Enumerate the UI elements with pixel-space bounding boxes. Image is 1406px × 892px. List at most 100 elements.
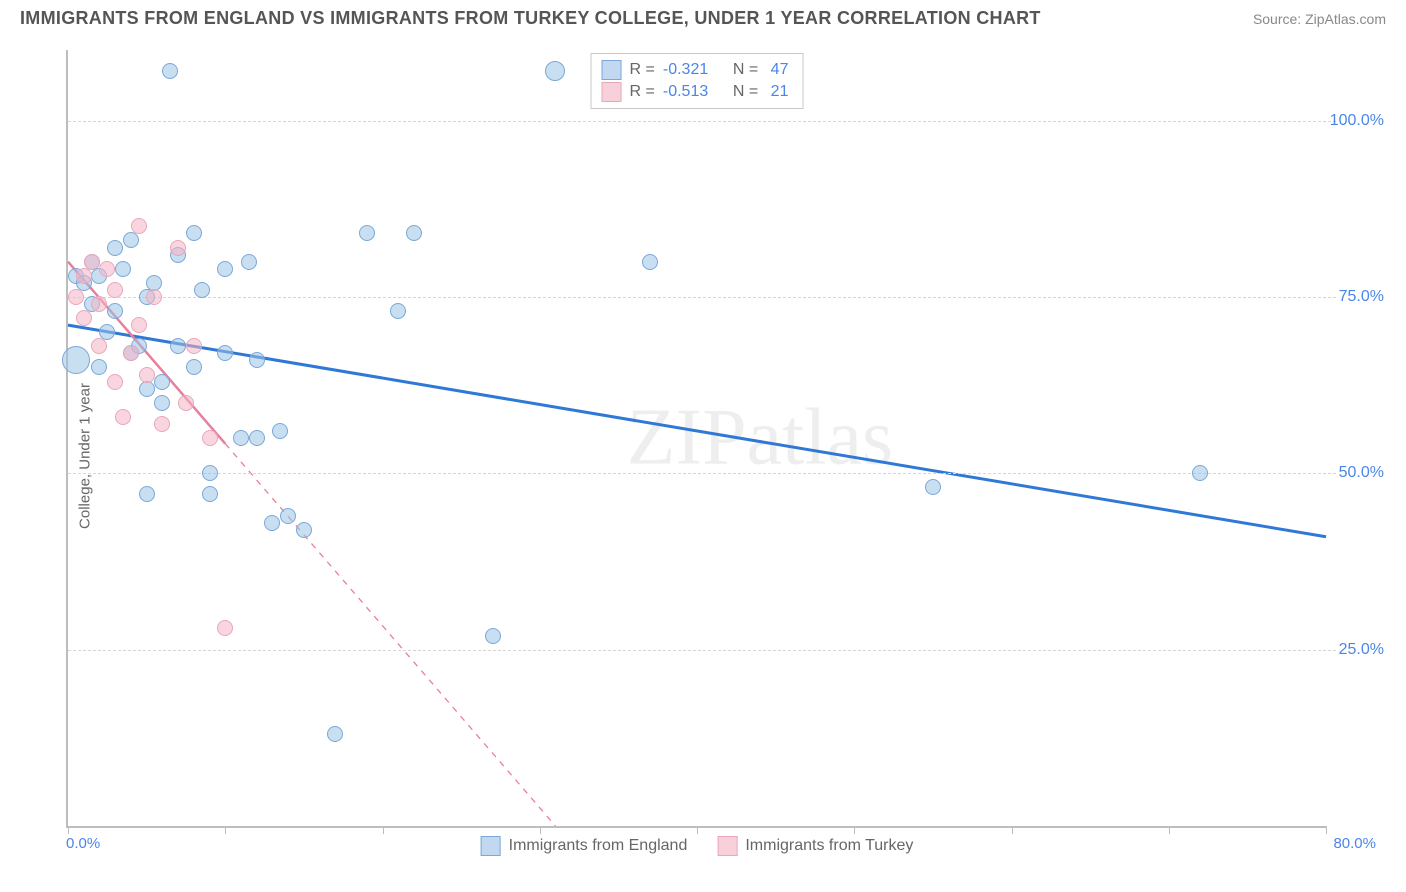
x-tick — [383, 826, 384, 834]
stat-r-label: R = — [630, 83, 655, 101]
scatter-point — [272, 423, 288, 439]
scatter-point — [186, 225, 202, 241]
correlation-stats-box: R =-0.321N = 47R =-0.513N = 21 — [591, 53, 804, 109]
scatter-point — [131, 218, 147, 234]
scatter-point — [249, 352, 265, 368]
chart-header: IMMIGRANTS FROM ENGLAND VS IMMIGRANTS FR… — [0, 0, 1406, 35]
gridline — [68, 650, 1336, 651]
series-legend: Immigrants from England Immigrants from T… — [481, 836, 914, 856]
stat-n-label: N = — [733, 83, 758, 101]
x-tick — [854, 826, 855, 834]
scatter-point — [62, 346, 90, 374]
stat-n-label: N = — [733, 61, 758, 79]
scatter-point — [162, 63, 178, 79]
source-attribution: Source: ZipAtlas.com — [1253, 11, 1386, 27]
scatter-point — [107, 240, 123, 256]
scatter-point — [359, 225, 375, 241]
gridline — [68, 473, 1336, 474]
x-tick-label: 0.0% — [66, 835, 100, 852]
scatter-point — [194, 282, 210, 298]
scatter-point — [642, 254, 658, 270]
scatter-point — [123, 345, 139, 361]
legend-item: Immigrants from England — [481, 836, 688, 856]
scatter-point — [170, 240, 186, 256]
scatter-point — [280, 508, 296, 524]
scatter-point — [249, 430, 265, 446]
scatter-point — [296, 522, 312, 538]
scatter-point — [146, 289, 162, 305]
y-tick-label: 75.0% — [1339, 288, 1384, 306]
scatter-point — [99, 261, 115, 277]
scatter-point — [485, 628, 501, 644]
scatter-point — [154, 374, 170, 390]
scatter-point — [107, 303, 123, 319]
y-tick-label: 25.0% — [1339, 641, 1384, 659]
scatter-point — [925, 479, 941, 495]
scatter-point — [76, 268, 92, 284]
watermark: ZIPatlas — [627, 393, 894, 484]
scatter-point — [545, 61, 565, 81]
scatter-point — [68, 289, 84, 305]
source-link[interactable]: ZipAtlas.com — [1305, 11, 1386, 27]
scatter-point — [107, 374, 123, 390]
scatter-point — [217, 620, 233, 636]
series-swatch — [602, 60, 622, 80]
legend-item: Immigrants from Turkey — [717, 836, 913, 856]
gridline — [68, 297, 1336, 298]
scatter-point — [217, 345, 233, 361]
x-tick — [1012, 826, 1013, 834]
y-tick-label: 100.0% — [1330, 112, 1384, 130]
scatter-point — [139, 486, 155, 502]
source-label: Source: — [1253, 11, 1301, 27]
scatter-point — [91, 359, 107, 375]
stats-row: R = -0.513 N = 21 — [602, 82, 789, 102]
stat-n-value: 47 — [766, 61, 788, 79]
scatter-point — [91, 296, 107, 312]
scatter-point — [186, 359, 202, 375]
x-tick — [225, 826, 226, 834]
scatter-point — [139, 367, 155, 383]
stat-n-value: 21 — [766, 83, 788, 101]
scatter-point — [107, 282, 123, 298]
x-tick-label: 80.0% — [1333, 835, 1376, 852]
scatter-point — [327, 726, 343, 742]
stat-r-label: R = — [630, 61, 655, 79]
legend-swatch — [481, 836, 501, 856]
scatter-point — [91, 338, 107, 354]
scatter-point — [241, 254, 257, 270]
scatter-point — [406, 225, 422, 241]
scatter-point — [139, 381, 155, 397]
scatter-point — [202, 430, 218, 446]
series-swatch — [602, 82, 622, 102]
stats-row: R =-0.321N = 47 — [602, 60, 789, 80]
scatter-point — [202, 486, 218, 502]
chart-title: IMMIGRANTS FROM ENGLAND VS IMMIGRANTS FR… — [20, 8, 1041, 29]
scatter-point — [1192, 465, 1208, 481]
x-tick — [68, 826, 69, 834]
scatter-point — [170, 338, 186, 354]
scatter-point — [233, 430, 249, 446]
scatter-point — [217, 261, 233, 277]
scatter-point — [115, 409, 131, 425]
chart-container: College, Under 1 year ZIPatlas R =-0.321… — [20, 40, 1386, 872]
x-tick — [1169, 826, 1170, 834]
scatter-point — [115, 261, 131, 277]
legend-label: Immigrants from England — [509, 837, 688, 855]
scatter-point — [264, 515, 280, 531]
scatter-point — [154, 395, 170, 411]
scatter-point — [131, 317, 147, 333]
x-tick — [540, 826, 541, 834]
scatter-point — [84, 254, 100, 270]
y-tick-label: 50.0% — [1339, 464, 1384, 482]
stat-r-value: -0.513 — [663, 83, 725, 101]
plot-area: ZIPatlas R =-0.321N = 47R =-0.513N = 21 … — [66, 50, 1326, 828]
scatter-point — [178, 395, 194, 411]
x-tick — [697, 826, 698, 834]
legend-swatch — [717, 836, 737, 856]
x-tick — [1326, 826, 1327, 834]
gridline — [68, 121, 1336, 122]
scatter-point — [186, 338, 202, 354]
scatter-point — [390, 303, 406, 319]
scatter-point — [154, 416, 170, 432]
scatter-point — [123, 232, 139, 248]
